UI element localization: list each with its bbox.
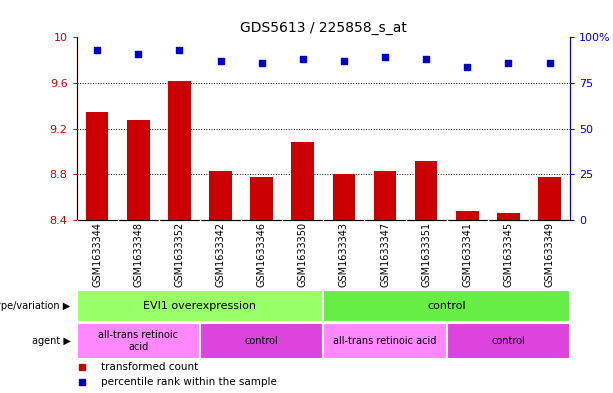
Text: EVI1 overexpression: EVI1 overexpression bbox=[143, 301, 256, 310]
Point bbox=[175, 47, 185, 53]
Text: percentile rank within the sample: percentile rank within the sample bbox=[101, 377, 277, 387]
Bar bbox=[456, 211, 479, 220]
Point bbox=[298, 56, 308, 62]
Bar bbox=[77, 323, 200, 359]
Bar bbox=[168, 81, 191, 220]
Text: GSM1633344: GSM1633344 bbox=[92, 222, 102, 287]
Text: transformed count: transformed count bbox=[101, 362, 199, 372]
Text: GSM1633343: GSM1633343 bbox=[339, 222, 349, 287]
Text: GSM1633341: GSM1633341 bbox=[462, 222, 472, 287]
Text: GSM1633348: GSM1633348 bbox=[133, 222, 143, 287]
Text: GSM1633346: GSM1633346 bbox=[257, 222, 267, 287]
Point bbox=[134, 51, 143, 57]
Text: all-trans retinoic acid: all-trans retinoic acid bbox=[333, 336, 436, 346]
Text: agent ▶: agent ▶ bbox=[32, 336, 70, 346]
Bar bbox=[538, 177, 561, 220]
Title: GDS5613 / 225858_s_at: GDS5613 / 225858_s_at bbox=[240, 21, 407, 35]
Bar bbox=[250, 177, 273, 220]
Text: GSM1633347: GSM1633347 bbox=[380, 222, 390, 287]
Point bbox=[216, 58, 226, 64]
Bar bbox=[497, 213, 520, 220]
Bar bbox=[77, 290, 324, 321]
Bar bbox=[127, 119, 150, 220]
Point bbox=[93, 47, 102, 53]
Point bbox=[421, 56, 431, 62]
Text: control: control bbox=[427, 301, 466, 310]
Text: control: control bbox=[492, 336, 525, 346]
Bar bbox=[292, 142, 314, 220]
Bar bbox=[374, 171, 397, 220]
Text: genotype/variation ▶: genotype/variation ▶ bbox=[0, 301, 70, 310]
Bar bbox=[324, 290, 570, 321]
Text: GSM1633351: GSM1633351 bbox=[421, 222, 431, 287]
Point bbox=[257, 60, 267, 66]
Text: all-trans retinoic
acid: all-trans retinoic acid bbox=[98, 330, 178, 352]
Bar bbox=[447, 323, 570, 359]
Text: control: control bbox=[245, 336, 278, 346]
Bar bbox=[415, 161, 438, 220]
Text: GSM1633342: GSM1633342 bbox=[216, 222, 226, 287]
Point bbox=[544, 60, 554, 66]
Text: GSM1633350: GSM1633350 bbox=[298, 222, 308, 287]
Text: GSM1633349: GSM1633349 bbox=[544, 222, 555, 287]
Bar bbox=[86, 112, 109, 220]
Bar bbox=[200, 323, 323, 359]
Point bbox=[380, 54, 390, 61]
Point bbox=[462, 63, 472, 70]
Bar bbox=[324, 323, 447, 359]
Point bbox=[339, 58, 349, 64]
Bar bbox=[333, 174, 355, 220]
Text: GSM1633345: GSM1633345 bbox=[503, 222, 514, 287]
Text: GSM1633352: GSM1633352 bbox=[175, 222, 185, 287]
Point bbox=[503, 60, 513, 66]
Bar bbox=[209, 171, 232, 220]
